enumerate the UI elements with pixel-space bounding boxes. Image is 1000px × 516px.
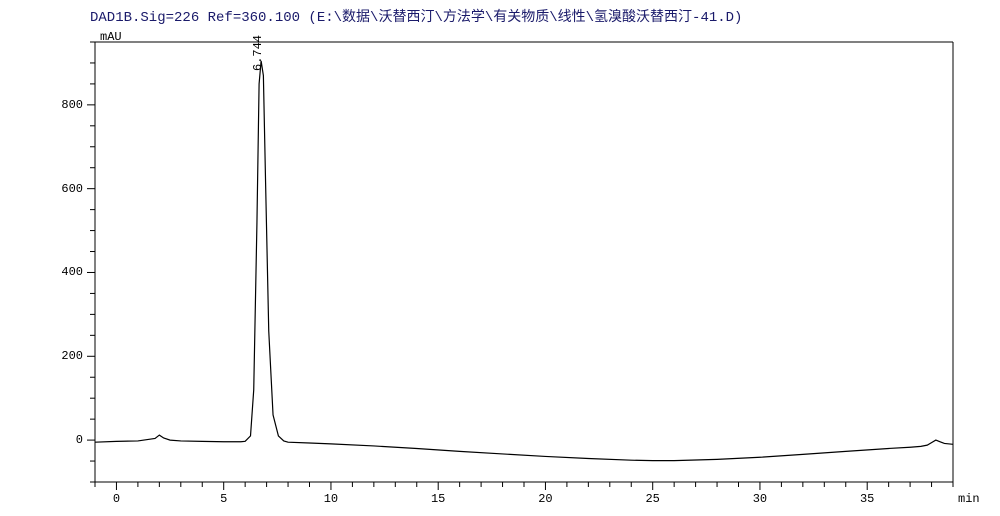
x-tick-label: 35 [860,492,874,506]
chromatogram-figure: DAD1B.Sig=226 Ref=360.100 (E:\数据\沃替西汀\方法… [0,0,1000,516]
x-tick-label: 30 [753,492,767,506]
x-tick-label: 10 [324,492,338,506]
x-tick-label: 20 [538,492,552,506]
x-tick-label: 0 [113,492,120,506]
x-tick-label: 15 [431,492,445,506]
y-tick-label: 600 [53,182,83,196]
y-tick-label: 800 [53,98,83,112]
y-tick-label: 200 [53,349,83,363]
x-tick-label: 25 [645,492,659,506]
y-tick-label: 400 [53,265,83,279]
chart-canvas [0,0,1000,516]
y-tick-label: 0 [53,433,83,447]
x-tick-label: 5 [220,492,227,506]
